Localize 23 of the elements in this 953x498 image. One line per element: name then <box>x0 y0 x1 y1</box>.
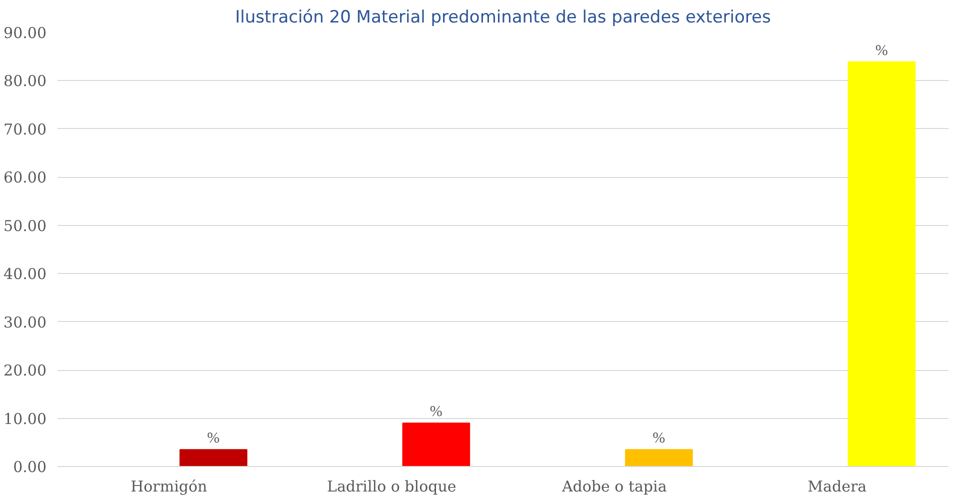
bar <box>180 449 248 466</box>
data-label: % <box>875 42 888 59</box>
chart-title: Ilustración 20 Material predominante de las paredes exteriores <box>235 8 771 28</box>
x-tick-label: Hormigón <box>130 478 208 496</box>
y-tick-label: 10.00 <box>4 410 47 428</box>
y-tick-label: 90.00 <box>4 24 47 42</box>
y-tick-label: 30.00 <box>4 313 47 332</box>
bar <box>625 449 693 466</box>
x-tick-label: Madera <box>808 478 867 496</box>
y-tick-label: 70.00 <box>4 120 47 138</box>
data-label: % <box>430 404 442 420</box>
x-tick-label: Ladrillo o bloque <box>327 478 456 496</box>
bar <box>848 61 916 466</box>
y-tick-label: 40.00 <box>4 265 47 284</box>
y-tick-label: 60.00 <box>4 168 47 187</box>
y-tick-label: 80.00 <box>4 72 47 90</box>
y-tick-label: 20.00 <box>4 362 47 380</box>
x-tick-label: Adobe o tapia <box>560 478 667 496</box>
data-label: % <box>652 430 666 447</box>
bar <box>402 422 470 466</box>
data-label: % <box>207 430 220 447</box>
y-tick-label: 0.00 <box>13 458 47 476</box>
y-tick-label: 50.00 <box>4 216 47 235</box>
